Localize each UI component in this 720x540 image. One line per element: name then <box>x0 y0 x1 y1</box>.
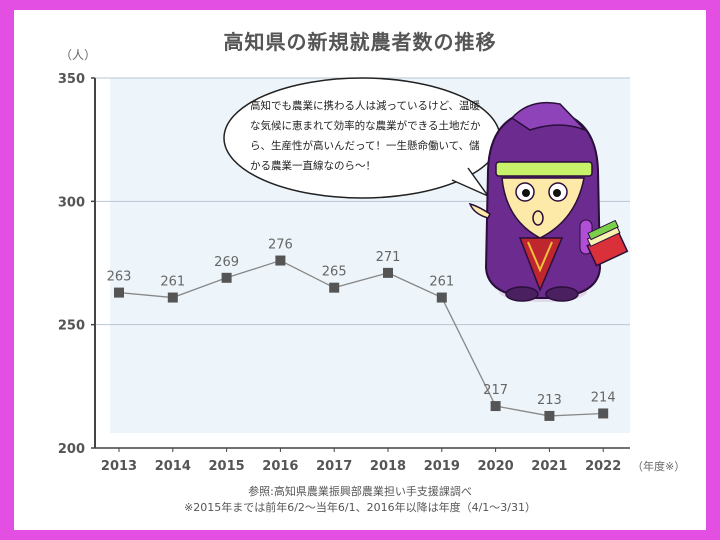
data-marker <box>275 255 286 266</box>
x-tick-label: 2019 <box>424 459 460 474</box>
x-tick-label: 2021 <box>531 459 567 474</box>
x-tick-label: 2014 <box>155 459 191 474</box>
data-label: 271 <box>376 250 401 265</box>
data-label: 265 <box>322 265 347 280</box>
x-tick-label: 2013 <box>101 459 137 474</box>
y-tick-label: 200 <box>58 442 85 457</box>
x-tick-label: 2017 <box>316 459 352 474</box>
data-marker <box>598 408 609 419</box>
data-marker <box>544 410 555 421</box>
y-tick-label: 250 <box>58 319 85 334</box>
x-tick-label: 2016 <box>262 459 298 474</box>
data-marker <box>383 267 393 278</box>
mascot-character-illustration <box>468 101 629 302</box>
speech-bubble-text: 高知でも農業に携わる人は減っているけど、温暖な気候に恵まれて効率的な農業ができる… <box>250 100 481 172</box>
data-marker <box>221 272 232 283</box>
x-tick-label: 2018 <box>370 459 406 474</box>
chart-title: 高知県の新規就農者数の推移 <box>223 30 497 54</box>
source-line: ※2015年までは前年6/2〜当年6/1、2016年以降は年度（4/1〜3/31… <box>183 501 536 514</box>
y-tick-label: 350 <box>58 72 85 87</box>
data-label: 214 <box>591 390 616 405</box>
x-tick-label: 2015 <box>209 459 245 474</box>
series-line <box>118 259 604 417</box>
data-label: 263 <box>107 270 132 285</box>
source-line: 参照:高知県農業振興部農業担い手支援課調べ <box>248 485 472 498</box>
y-tick-label: 300 <box>58 195 85 210</box>
data-marker <box>329 282 340 293</box>
data-markers <box>114 255 609 421</box>
data-marker <box>114 287 124 298</box>
data-marker <box>490 401 501 412</box>
data-label: 217 <box>483 383 508 398</box>
x-axis-unit: （年度※） <box>632 460 686 473</box>
data-label: 213 <box>537 393 562 408</box>
x-tick-labels: 2013 2014 2015 2016 2017 2018 2019 2020 2021 2022 <box>101 448 621 474</box>
x-tick-label: 2022 <box>585 459 621 474</box>
data-marker <box>167 292 178 303</box>
data-marker <box>436 292 447 303</box>
data-label: 269 <box>214 255 239 270</box>
x-tick-label: 2020 <box>478 459 514 474</box>
y-axis-unit: （人） <box>60 48 97 62</box>
source-note: 参照:高知県農業振興部農業担い手支援課調べ ※2015年までは前年6/2〜当年6… <box>0 484 720 516</box>
data-label: 261 <box>429 275 454 290</box>
data-label: 276 <box>268 238 293 253</box>
y-tick-labels: 200 250 300 350 <box>58 72 630 457</box>
data-label: 261 <box>160 275 185 290</box>
data-labels: 263 261 269 276 265 271 261 217 213 214 <box>107 238 616 408</box>
